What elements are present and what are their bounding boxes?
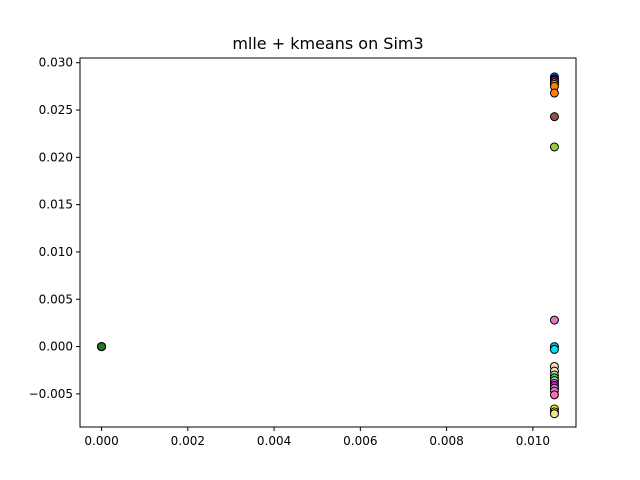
scatter-point bbox=[97, 342, 107, 352]
scatter-point bbox=[549, 390, 559, 400]
x-tick-label: 0.000 bbox=[84, 434, 118, 448]
scatter-point bbox=[549, 315, 559, 325]
y-tick-label: 0.015 bbox=[39, 198, 73, 212]
x-tick-label: 0.006 bbox=[343, 434, 377, 448]
x-tick-label: 0.010 bbox=[516, 434, 550, 448]
y-tick-label: 0.030 bbox=[39, 56, 73, 70]
scatter-point bbox=[549, 409, 559, 419]
x-tick-label: 0.004 bbox=[257, 434, 291, 448]
x-tick-label: 0.008 bbox=[429, 434, 463, 448]
y-tick-label: 0.025 bbox=[39, 103, 73, 117]
x-axis-ticks: 0.000 0.002 0.004 0.006 0.008 0.010 bbox=[84, 427, 550, 448]
scatter-point bbox=[549, 88, 559, 98]
y-tick-label: −0.005 bbox=[29, 387, 73, 401]
plot-frame bbox=[79, 57, 577, 428]
scatter-point bbox=[549, 112, 559, 122]
scatter-point bbox=[549, 344, 559, 354]
y-tick-label: 0.000 bbox=[39, 340, 73, 354]
y-tick-label: 0.005 bbox=[39, 292, 73, 306]
x-tick-label: 0.002 bbox=[171, 434, 205, 448]
y-axis-ticks: −0.005 0.000 0.005 0.010 0.015 0.020 0.025 0.03… bbox=[29, 56, 80, 401]
scatter-point bbox=[549, 142, 559, 152]
data-points bbox=[97, 72, 559, 419]
y-tick-label: 0.010 bbox=[39, 245, 73, 259]
chart-title: mlle + kmeans on Sim3 bbox=[232, 34, 423, 53]
y-tick-label: 0.020 bbox=[39, 150, 73, 164]
